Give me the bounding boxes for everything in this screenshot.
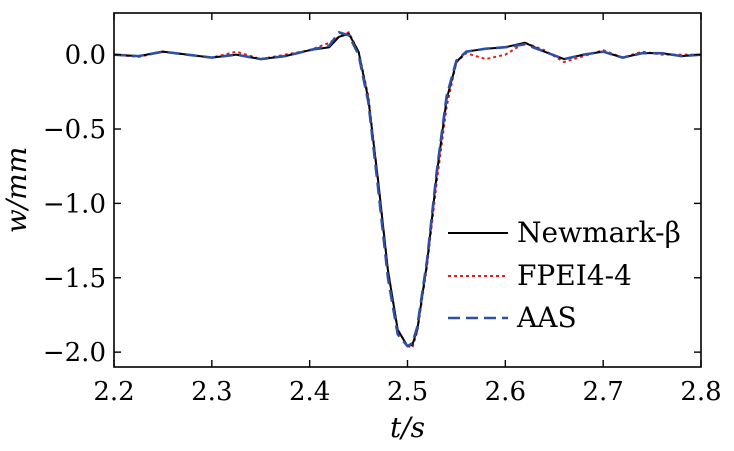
series-line-2 [113, 31, 702, 348]
x-axis: 2.2 2.3 2.4 2.5 2.6 2.7 2.8 [93, 13, 722, 407]
x-axis-title: t/s [390, 411, 425, 444]
legend-label-fpei: FPEI4-4 [517, 259, 632, 292]
y-tick-label: −0.5 [43, 115, 106, 145]
legend: Newmark-β FPEI4-4 AAS [448, 216, 681, 334]
legend-label-aas: AAS [516, 301, 577, 334]
legend-label-newmark: Newmark-β [517, 216, 681, 249]
x-tick-label: 2.6 [485, 377, 526, 407]
x-tick-label: 2.8 [680, 377, 721, 407]
x-tick-label: 2.4 [289, 377, 330, 407]
y-axis: 0.0 −0.5 −1.0 −1.5 −2.0 [43, 41, 701, 368]
y-tick-label: 0.0 [65, 41, 106, 71]
x-tick-label: 2.5 [387, 377, 428, 407]
x-tick-label: 2.2 [93, 377, 134, 407]
plot-lines [113, 31, 702, 349]
y-tick-label: −1.0 [43, 189, 106, 219]
y-tick-label: −2.0 [43, 338, 106, 368]
y-axis-title: w/mm [0, 147, 33, 234]
x-tick-label: 2.7 [582, 377, 623, 407]
y-tick-label: −1.5 [43, 264, 106, 294]
x-tick-label: 2.3 [191, 377, 232, 407]
